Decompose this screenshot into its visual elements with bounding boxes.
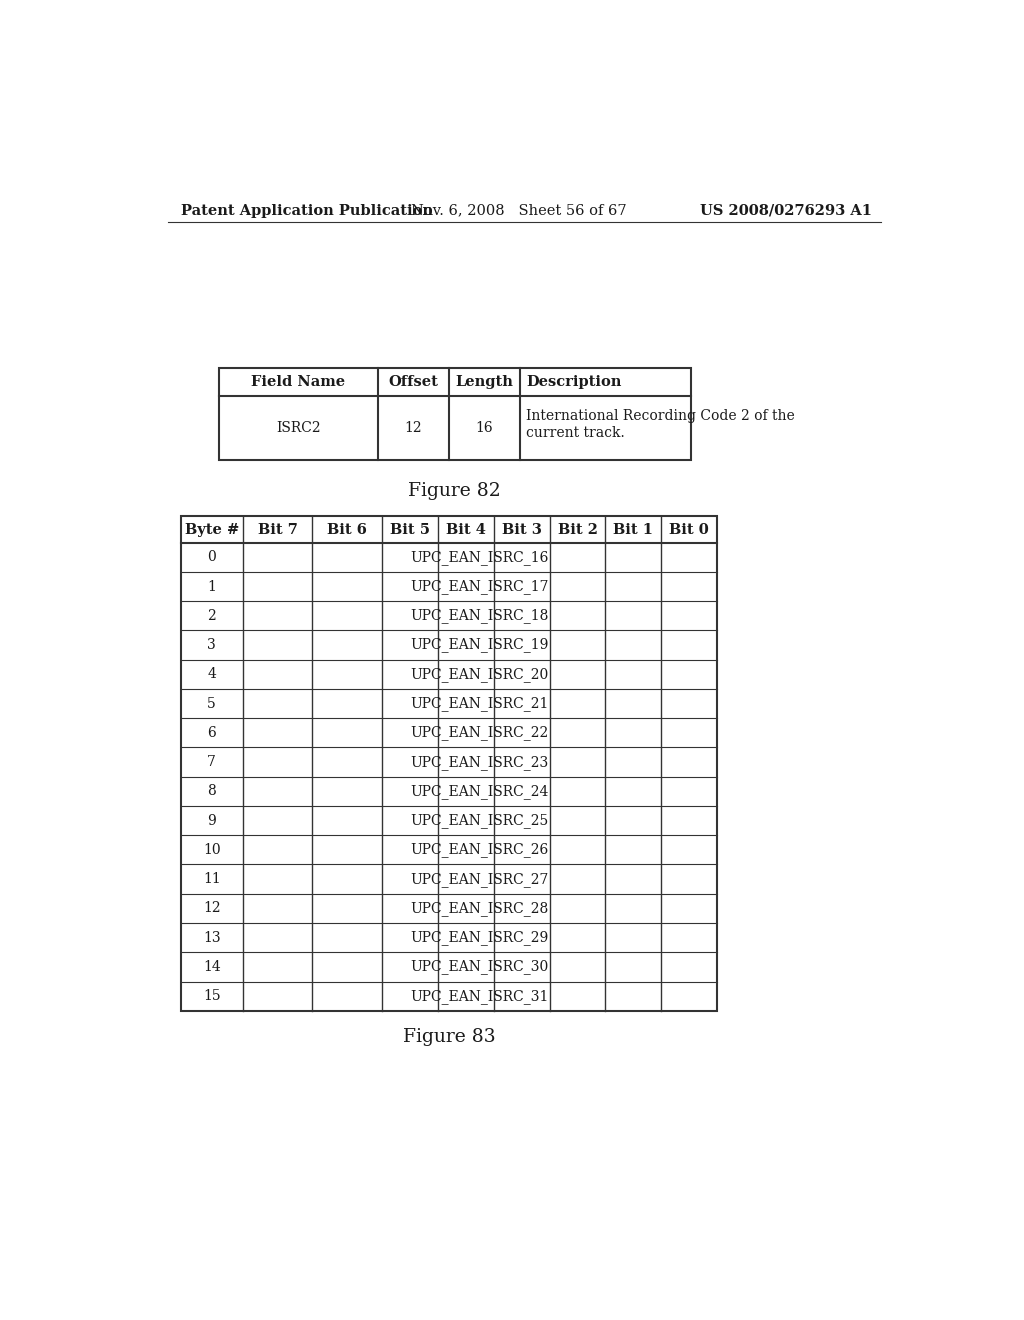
Text: Bit 0: Bit 0 xyxy=(670,523,709,536)
Text: UPC_EAN_ISRC_20: UPC_EAN_ISRC_20 xyxy=(411,667,549,681)
Text: UPC_EAN_ISRC_19: UPC_EAN_ISRC_19 xyxy=(411,638,549,652)
Text: UPC_EAN_ISRC_18: UPC_EAN_ISRC_18 xyxy=(411,609,549,623)
Text: Patent Application Publication: Patent Application Publication xyxy=(180,203,433,218)
Text: Field Name: Field Name xyxy=(251,375,345,388)
Text: UPC_EAN_ISRC_17: UPC_EAN_ISRC_17 xyxy=(411,579,549,594)
Text: UPC_EAN_ISRC_25: UPC_EAN_ISRC_25 xyxy=(411,813,549,828)
Text: Offset: Offset xyxy=(388,375,438,388)
Text: Bit 6: Bit 6 xyxy=(328,523,368,536)
Text: 6: 6 xyxy=(207,726,216,739)
Text: 11: 11 xyxy=(203,873,220,886)
Text: 8: 8 xyxy=(207,784,216,799)
Text: UPC_EAN_ISRC_23: UPC_EAN_ISRC_23 xyxy=(411,755,549,770)
Text: UPC_EAN_ISRC_30: UPC_EAN_ISRC_30 xyxy=(411,960,549,974)
Text: Nov. 6, 2008   Sheet 56 of 67: Nov. 6, 2008 Sheet 56 of 67 xyxy=(411,203,627,218)
Text: Description: Description xyxy=(526,375,622,388)
Text: International Recording Code 2 of the: International Recording Code 2 of the xyxy=(526,409,795,424)
Text: 9: 9 xyxy=(207,813,216,828)
Text: UPC_EAN_ISRC_22: UPC_EAN_ISRC_22 xyxy=(411,726,549,741)
Text: UPC_EAN_ISRC_28: UPC_EAN_ISRC_28 xyxy=(411,902,549,916)
Text: UPC_EAN_ISRC_29: UPC_EAN_ISRC_29 xyxy=(411,931,549,945)
Text: 12: 12 xyxy=(203,902,220,915)
Text: 2: 2 xyxy=(207,609,216,623)
Bar xyxy=(219,368,690,461)
Text: Figure 83: Figure 83 xyxy=(402,1028,496,1045)
Bar xyxy=(180,516,717,1011)
Text: Bit 3: Bit 3 xyxy=(502,523,542,536)
Text: current track.: current track. xyxy=(526,426,625,441)
Text: Bit 7: Bit 7 xyxy=(258,523,298,536)
Text: 10: 10 xyxy=(203,843,220,857)
Text: Byte #: Byte # xyxy=(184,523,239,536)
Text: Figure 82: Figure 82 xyxy=(409,482,501,500)
Text: ISRC2: ISRC2 xyxy=(275,421,321,434)
Text: 3: 3 xyxy=(207,638,216,652)
Text: 16: 16 xyxy=(476,421,494,434)
Text: UPC_EAN_ISRC_31: UPC_EAN_ISRC_31 xyxy=(411,989,549,1003)
Text: 14: 14 xyxy=(203,960,220,974)
Text: 13: 13 xyxy=(203,931,220,945)
Text: UPC_EAN_ISRC_16: UPC_EAN_ISRC_16 xyxy=(411,550,549,565)
Text: 7: 7 xyxy=(207,755,216,770)
Text: 15: 15 xyxy=(203,989,220,1003)
Text: UPC_EAN_ISRC_24: UPC_EAN_ISRC_24 xyxy=(411,784,549,799)
Text: Length: Length xyxy=(456,375,513,388)
Text: 0: 0 xyxy=(207,550,216,564)
Text: Bit 4: Bit 4 xyxy=(446,523,485,536)
Text: 4: 4 xyxy=(207,668,216,681)
Text: UPC_EAN_ISRC_21: UPC_EAN_ISRC_21 xyxy=(411,696,549,711)
Text: 5: 5 xyxy=(207,697,216,710)
Text: UPC_EAN_ISRC_26: UPC_EAN_ISRC_26 xyxy=(411,842,549,857)
Text: UPC_EAN_ISRC_27: UPC_EAN_ISRC_27 xyxy=(411,871,549,887)
Text: 12: 12 xyxy=(404,421,422,434)
Text: Bit 1: Bit 1 xyxy=(613,523,653,536)
Text: Bit 5: Bit 5 xyxy=(390,523,430,536)
Text: US 2008/0276293 A1: US 2008/0276293 A1 xyxy=(700,203,872,218)
Text: Bit 2: Bit 2 xyxy=(557,523,597,536)
Text: 1: 1 xyxy=(207,579,216,594)
